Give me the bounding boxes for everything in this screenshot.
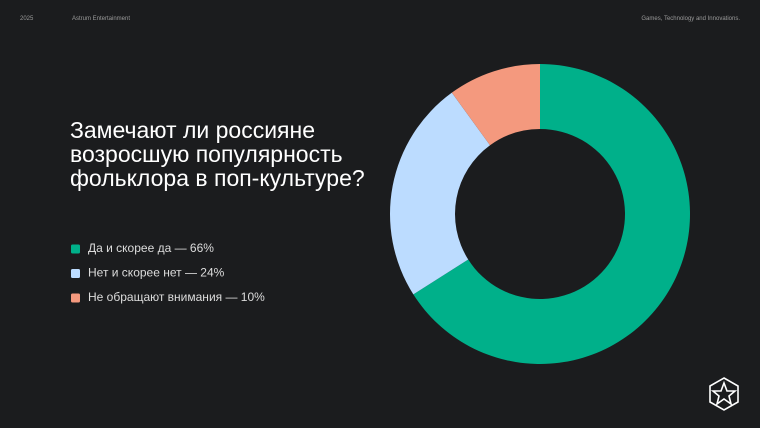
tagline: Games, Technology and Innovations. xyxy=(641,16,740,22)
donut-segment xyxy=(413,64,690,364)
logo xyxy=(709,377,739,411)
legend-swatch xyxy=(71,269,80,278)
legend-swatch xyxy=(71,244,80,254)
chart-title: Замечают ли россияне возросшую популярно… xyxy=(70,117,365,191)
donut-segment xyxy=(390,92,491,295)
company: Astrum Entertainment xyxy=(72,16,131,22)
year: 2025 xyxy=(20,16,34,22)
legend-label: Да и скорее да — 66% xyxy=(88,241,214,255)
legend-label: Нет и скорее нет — 24% xyxy=(88,266,225,280)
legend-label: Не обращают внимания — 10% xyxy=(88,290,265,304)
donut-segment xyxy=(451,64,540,146)
legend-swatch xyxy=(71,293,80,303)
